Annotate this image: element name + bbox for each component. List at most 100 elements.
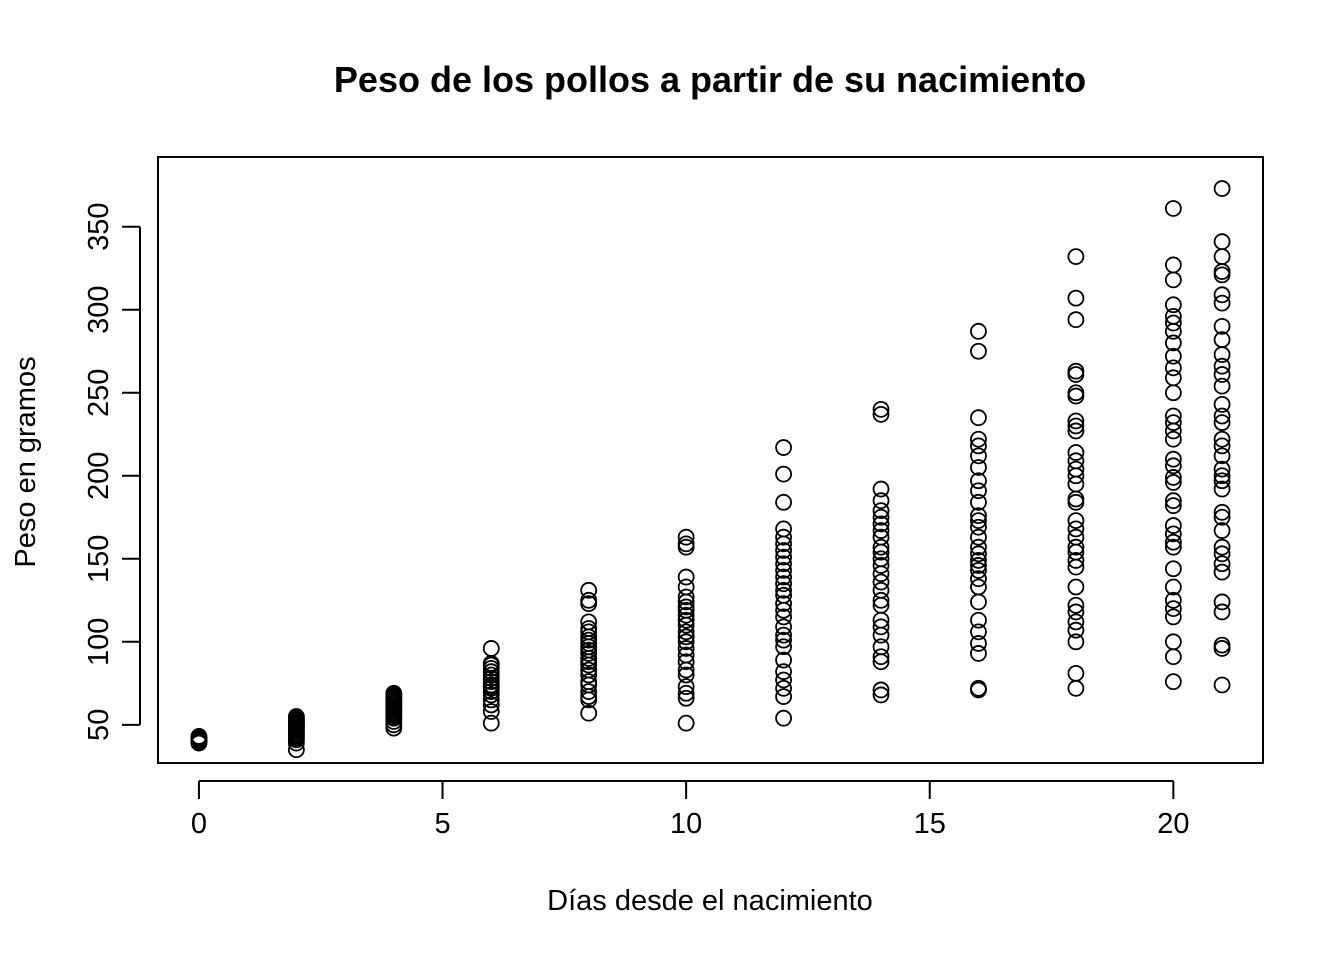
data-point bbox=[970, 562, 987, 579]
data-point bbox=[1067, 621, 1085, 639]
data-point bbox=[1213, 460, 1231, 478]
data-point bbox=[1164, 525, 1182, 543]
data-point bbox=[1067, 452, 1085, 470]
data-point bbox=[1213, 676, 1231, 694]
data-point bbox=[872, 550, 890, 568]
data-point bbox=[1067, 520, 1085, 538]
data-point bbox=[970, 545, 987, 563]
data-point bbox=[775, 555, 792, 573]
data-point bbox=[970, 507, 987, 525]
data-point bbox=[775, 586, 792, 604]
data-point bbox=[1213, 508, 1231, 526]
data-point bbox=[1164, 256, 1182, 274]
data-point bbox=[775, 608, 792, 626]
y-axis-label: Peso en gramos bbox=[10, 356, 42, 567]
data-point bbox=[580, 666, 598, 684]
data-point bbox=[1213, 357, 1231, 375]
data-point bbox=[677, 714, 695, 732]
data-point bbox=[1067, 311, 1085, 329]
x-axis: 0 5 10 15 20 bbox=[191, 780, 1189, 840]
data-point bbox=[677, 689, 695, 707]
data-point bbox=[1213, 563, 1231, 581]
x-tick-label: 5 bbox=[434, 808, 450, 840]
data-point bbox=[1164, 497, 1182, 515]
data-point bbox=[970, 623, 987, 641]
data-point bbox=[677, 628, 695, 646]
data-point bbox=[1164, 533, 1182, 551]
data-point bbox=[970, 538, 987, 556]
data-point bbox=[1213, 233, 1231, 251]
data-point bbox=[872, 557, 890, 574]
x-tick-label: 10 bbox=[670, 808, 702, 840]
data-point bbox=[1067, 444, 1085, 461]
data-point bbox=[1164, 517, 1182, 534]
data-point bbox=[970, 342, 987, 360]
data-point bbox=[1067, 552, 1085, 569]
data-point bbox=[872, 538, 890, 556]
data-point bbox=[1164, 314, 1182, 332]
data-point bbox=[1164, 608, 1182, 626]
data-point bbox=[1213, 472, 1231, 490]
data-point bbox=[1164, 538, 1182, 556]
data-point bbox=[1213, 480, 1231, 498]
data-point bbox=[1213, 263, 1231, 280]
y-tick-label: 150 bbox=[83, 535, 115, 583]
data-point bbox=[872, 591, 890, 609]
data-point bbox=[970, 578, 987, 596]
data-point bbox=[1213, 266, 1231, 284]
data-point bbox=[872, 480, 890, 498]
data-points bbox=[190, 180, 1231, 759]
data-point bbox=[872, 618, 890, 636]
data-point bbox=[1067, 578, 1085, 596]
data-point bbox=[1164, 560, 1182, 578]
data-point bbox=[1213, 366, 1231, 383]
data-point bbox=[1164, 359, 1182, 377]
data-point bbox=[872, 681, 890, 699]
data-point bbox=[1067, 603, 1085, 621]
data-point bbox=[677, 640, 695, 657]
data-point bbox=[1213, 331, 1231, 349]
data-point bbox=[1067, 512, 1085, 529]
chart-title: Peso de los pollos a partir de su nacimi… bbox=[334, 59, 1086, 100]
data-point bbox=[1213, 180, 1231, 197]
data-point bbox=[1067, 289, 1085, 307]
data-point bbox=[1067, 384, 1085, 402]
data-point bbox=[970, 557, 987, 574]
data-point bbox=[872, 528, 890, 546]
data-point bbox=[1164, 271, 1182, 289]
data-point bbox=[482, 640, 500, 657]
data-point bbox=[1067, 362, 1085, 380]
data-point bbox=[1213, 377, 1231, 395]
data-point bbox=[970, 645, 987, 662]
data-point bbox=[1164, 457, 1182, 475]
data-point bbox=[775, 542, 792, 559]
y-tick-label: 300 bbox=[83, 286, 115, 334]
data-point bbox=[970, 322, 987, 340]
data-point bbox=[1067, 633, 1085, 651]
data-point bbox=[677, 684, 695, 702]
y-tick-label: 50 bbox=[83, 709, 115, 741]
data-point bbox=[677, 666, 695, 684]
data-point bbox=[1067, 417, 1085, 435]
data-point bbox=[1067, 490, 1085, 508]
data-point bbox=[970, 552, 987, 569]
data-point bbox=[580, 620, 598, 637]
data-point bbox=[1213, 545, 1231, 563]
data-point bbox=[775, 595, 792, 613]
x-tick-label: 15 bbox=[914, 808, 946, 840]
data-point bbox=[775, 709, 792, 727]
data-point bbox=[1164, 296, 1182, 314]
data-point bbox=[482, 714, 500, 732]
data-point bbox=[1164, 334, 1182, 352]
data-point bbox=[190, 729, 208, 747]
data-point bbox=[1164, 474, 1182, 491]
data-point bbox=[1067, 412, 1085, 430]
data-point bbox=[775, 679, 792, 697]
data-point bbox=[1213, 317, 1231, 335]
data-point bbox=[1213, 522, 1231, 539]
data-point bbox=[775, 631, 792, 649]
data-point bbox=[677, 606, 695, 624]
data-point bbox=[775, 626, 792, 644]
data-point bbox=[385, 684, 403, 702]
data-point bbox=[1213, 555, 1231, 573]
